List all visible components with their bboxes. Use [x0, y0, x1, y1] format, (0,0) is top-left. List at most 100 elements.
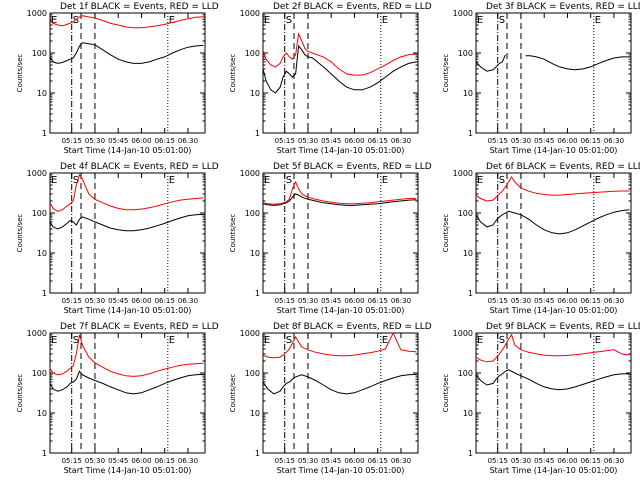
x-axis-label: Start Time (14-Jan-10 05:01:00) — [64, 466, 192, 475]
marker-label: E — [595, 335, 601, 346]
y-tick-label: 100 — [458, 369, 473, 378]
y-tick-label: 1 — [42, 289, 47, 298]
y-tick-label: 100 — [32, 369, 47, 378]
y-tick-label: 10 — [463, 249, 473, 258]
series-line-lld — [475, 175, 630, 202]
chart-panel-5: Det 5f BLACK = Events, RED = LLD 1 10 100 10… — [229, 162, 432, 315]
marker-label: E — [169, 335, 175, 346]
y-tick-label: 100 — [245, 369, 260, 378]
x-tick-label: 06:15 — [368, 297, 388, 305]
marker-label: E — [51, 175, 57, 186]
marker-label: S — [73, 175, 79, 186]
x-tick-label: 05:15 — [488, 297, 508, 305]
marker-label: E — [382, 335, 388, 346]
marker-label: S — [499, 335, 505, 346]
series-line-lld — [262, 32, 417, 76]
y-tick-label: 1 — [42, 129, 47, 138]
marker-label: S — [73, 15, 79, 26]
y-tick-label: 1000 — [240, 169, 260, 178]
marker-label: E — [51, 335, 57, 346]
y-tick-label: 1000 — [27, 9, 47, 18]
marker-label: E — [264, 175, 270, 186]
marker-label: S — [499, 175, 505, 186]
chart-panel-2: Det 2f BLACK = Events, RED = LLD 1 10 100 10… — [229, 2, 432, 155]
plot-frame — [262, 172, 419, 294]
series-line-events — [262, 193, 417, 206]
series-line-events — [475, 54, 630, 72]
x-tick-label: 06:30 — [391, 137, 411, 145]
x-tick-label: 06:30 — [178, 457, 198, 465]
x-tick-label: 05:45 — [108, 457, 128, 465]
marker-label: E — [382, 15, 388, 26]
y-tick-label: 1 — [468, 449, 473, 458]
marker-label: E — [264, 15, 270, 26]
y-tick-label: 10 — [463, 409, 473, 418]
y-tick-label: 1 — [468, 129, 473, 138]
chart-title: Det 3f BLACK = Events, RED = LLD — [486, 2, 640, 12]
x-tick-label: 05:15 — [62, 137, 82, 145]
y-tick-label: 100 — [32, 49, 47, 58]
x-tick-label: 06:15 — [581, 137, 601, 145]
x-axis-label: Start Time (14-Jan-10 05:01:00) — [277, 466, 405, 475]
x-tick-label: 05:15 — [275, 137, 295, 145]
x-axis-label: Start Time (14-Jan-10 05:01:00) — [64, 306, 192, 315]
x-tick-label: 05:15 — [488, 137, 508, 145]
x-tick-label: 06:30 — [604, 297, 624, 305]
y-tick-label: 1 — [255, 129, 260, 138]
chart-panel-1: Det 1f BLACK = Events, RED = LLD 1 10 100 10… — [16, 2, 219, 155]
series-line-lld — [262, 331, 417, 359]
y-tick-label: 10 — [463, 89, 473, 98]
series-line-lld — [49, 15, 204, 29]
y-tick-label: 10 — [37, 409, 47, 418]
x-tick-label: 06:15 — [155, 297, 175, 305]
x-axis-label: Start Time (14-Jan-10 05:01:00) — [490, 306, 618, 315]
series-line-events — [49, 42, 204, 64]
x-tick-label: 06:00 — [131, 137, 151, 145]
chart-title: Det 7f BLACK = Events, RED = LLD — [60, 322, 219, 332]
x-tick-label: 05:30 — [511, 137, 531, 145]
chart-title: Det 5f BLACK = Events, RED = LLD — [273, 162, 432, 172]
x-tick-label: 06:30 — [178, 137, 198, 145]
x-axis-label: Start Time (14-Jan-10 05:01:00) — [490, 146, 618, 155]
y-tick-label: 10 — [37, 249, 47, 258]
y-tick-label: 1 — [42, 449, 47, 458]
x-tick-label: 05:45 — [108, 297, 128, 305]
series-line-events — [475, 209, 630, 235]
marker-label: E — [264, 335, 270, 346]
x-tick-label: 06:00 — [557, 297, 577, 305]
y-tick-label: 1000 — [453, 329, 473, 338]
x-tick-label: 06:15 — [155, 457, 175, 465]
y-axis-label: Counts/sec — [442, 374, 450, 413]
y-tick-label: 1 — [468, 289, 473, 298]
y-axis-label: Counts/sec — [16, 374, 24, 413]
x-tick-label: 05:30 — [298, 297, 318, 305]
series-line-events — [475, 369, 630, 391]
x-tick-label: 05:30 — [85, 297, 105, 305]
y-tick-label: 1000 — [27, 329, 47, 338]
y-tick-label: 1 — [255, 449, 260, 458]
marker-label: E — [595, 15, 601, 26]
x-tick-label: 06:30 — [604, 457, 624, 465]
series-line-lld — [262, 180, 417, 205]
y-tick-label: 100 — [245, 209, 260, 218]
chart-title: Det 6f BLACK = Events, RED = LLD — [486, 162, 640, 172]
y-tick-label: 1000 — [453, 169, 473, 178]
marker-label: S — [286, 335, 292, 346]
x-tick-label: 06:30 — [391, 457, 411, 465]
chart-panel-8: Det 8f BLACK = Events, RED = LLD 1 10 100 10… — [229, 322, 432, 475]
marker-label: S — [73, 335, 79, 346]
x-tick-label: 06:00 — [131, 457, 151, 465]
x-tick-label: 06:15 — [581, 297, 601, 305]
x-tick-label: 05:15 — [275, 457, 295, 465]
x-tick-label: 06:30 — [178, 297, 198, 305]
marker-label: E — [169, 15, 175, 26]
marker-label: S — [286, 15, 292, 26]
x-tick-label: 05:30 — [85, 137, 105, 145]
x-tick-label: 05:15 — [488, 457, 508, 465]
chart-panel-4: Det 4f BLACK = Events, RED = LLD 1 10 100 10… — [16, 162, 219, 315]
y-axis-label: Counts/sec — [229, 214, 237, 253]
marker-label: E — [51, 15, 57, 26]
marker-label: E — [477, 15, 483, 26]
x-tick-label: 06:15 — [368, 137, 388, 145]
